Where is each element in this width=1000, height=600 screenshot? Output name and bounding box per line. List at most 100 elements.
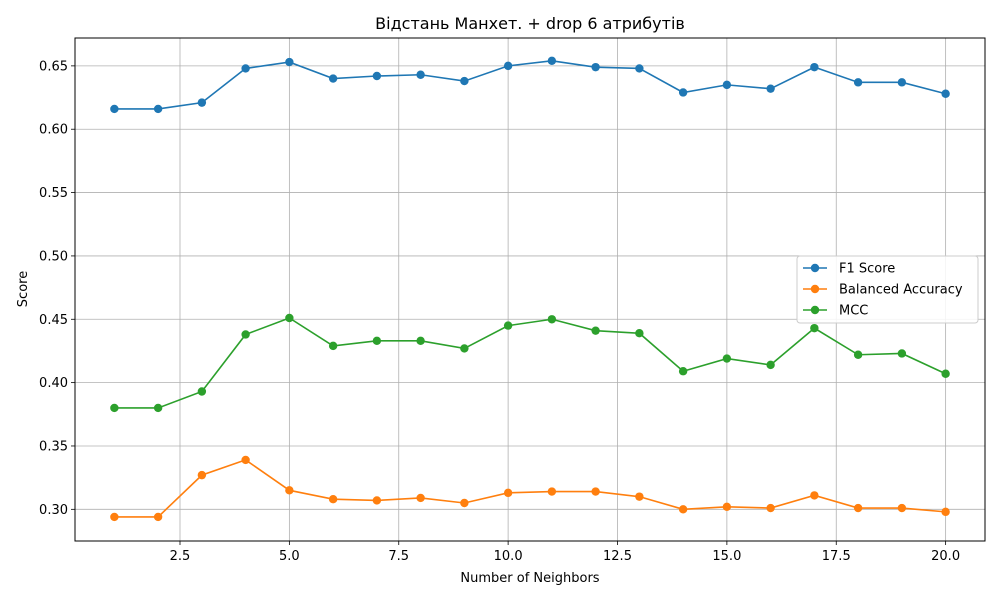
data-point-f1-score	[635, 64, 644, 73]
data-point-f1-score	[678, 88, 688, 97]
data-point-mcc	[372, 336, 382, 346]
plot-frame	[74, 37, 986, 542]
data-point-mcc	[591, 326, 600, 335]
x-axis-label: Number of Neighbors	[460, 571, 599, 586]
data-point-f1-score	[591, 62, 600, 72]
data-point-mcc	[853, 350, 863, 359]
series-f1-score	[110, 56, 950, 114]
data-point-balanced-accuracy	[635, 492, 644, 501]
data-point-balanced-accuracy	[722, 502, 732, 511]
data-point-balanced-accuracy	[810, 491, 819, 500]
data-point-f1-score	[460, 76, 469, 86]
data-point-mcc	[153, 403, 163, 413]
data-point-balanced-accuracy	[241, 455, 250, 465]
data-point-f1-score	[810, 62, 819, 72]
data-point-mcc	[110, 403, 119, 413]
y-tick-label: 0.65	[39, 59, 68, 74]
data-point-balanced-accuracy	[591, 487, 600, 496]
series-layer	[110, 56, 950, 522]
data-point-mcc	[810, 323, 819, 333]
data-point-f1-score	[328, 74, 338, 83]
data-point-balanced-accuracy	[941, 507, 950, 517]
data-point-balanced-accuracy	[897, 503, 907, 513]
data-point-f1-score	[416, 70, 425, 79]
data-point-f1-score	[197, 98, 207, 107]
data-point-balanced-accuracy	[372, 496, 382, 505]
data-point-mcc	[897, 349, 907, 358]
legend-marker-swatch	[810, 305, 820, 315]
data-point-f1-score	[285, 57, 294, 67]
legend-marker-swatch	[810, 284, 820, 294]
data-point-balanced-accuracy	[285, 486, 294, 495]
x-tick-label: 17.5	[822, 549, 851, 564]
series-line-balanced-accuracy	[114, 459, 946, 518]
data-point-mcc	[547, 315, 557, 324]
data-point-f1-score	[897, 78, 907, 87]
x-tick-label: 5.0	[279, 549, 300, 564]
data-point-mcc	[460, 344, 469, 353]
y-axis-label: Score	[16, 271, 31, 307]
legend-label: MCC	[839, 304, 868, 319]
series-line-f1-score	[114, 60, 946, 110]
data-point-mcc	[197, 387, 207, 396]
legend: F1 Score Balanced Accuracy MCC	[796, 255, 979, 324]
data-point-balanced-accuracy	[197, 470, 207, 480]
y-tick-label: 0.60	[39, 123, 68, 138]
legend-item-balanced-accuracy: Balanced Accuracy	[803, 283, 963, 298]
data-point-f1-score	[153, 104, 163, 114]
y-tick-label: 0.35	[39, 439, 68, 454]
data-point-mcc	[241, 330, 250, 339]
data-point-f1-score	[503, 61, 513, 71]
data-point-f1-score	[722, 80, 732, 90]
series-mcc	[110, 313, 950, 413]
legend-marker-swatch	[810, 263, 820, 273]
legend-item-mcc: MCC	[803, 304, 868, 319]
y-tick-label: 0.40	[39, 376, 68, 391]
y-tick-label: 0.55	[39, 186, 68, 201]
data-point-balanced-accuracy	[547, 487, 557, 496]
grid	[75, 38, 985, 541]
y-tick-label: 0.30	[39, 503, 68, 518]
data-point-balanced-accuracy	[153, 512, 163, 522]
data-point-balanced-accuracy	[766, 503, 775, 513]
data-point-mcc	[941, 369, 950, 378]
data-point-mcc	[635, 329, 644, 338]
data-point-mcc	[328, 341, 338, 351]
legend-item-f1-score: F1 Score	[803, 262, 895, 277]
legend-label: Balanced Accuracy	[839, 283, 963, 298]
x-tick-label: 10.0	[494, 549, 523, 564]
data-point-balanced-accuracy	[110, 512, 119, 522]
data-point-balanced-accuracy	[460, 498, 469, 508]
data-point-f1-score	[110, 104, 119, 114]
x-tick-label: 12.5	[603, 549, 632, 564]
x-tick-label: 2.5	[170, 549, 191, 564]
y-tick-label: 0.45	[39, 313, 68, 328]
data-point-mcc	[285, 313, 294, 323]
legend-box	[796, 255, 979, 324]
data-point-balanced-accuracy	[678, 505, 688, 514]
data-point-f1-score	[853, 78, 863, 87]
data-point-balanced-accuracy	[416, 493, 425, 503]
x-tick-label: 15.0	[712, 549, 741, 564]
data-point-mcc	[766, 360, 775, 370]
y-tick-label: 0.50	[39, 249, 68, 264]
data-point-f1-score	[941, 89, 950, 98]
ticks: 2.5 5.0 7.5 10.0 12.5 15.0 17.5 20.0 0.30 0.35 0.4…	[39, 59, 960, 564]
data-point-f1-score	[241, 64, 250, 73]
x-tick-label: 20.0	[931, 549, 960, 564]
chart-title: Відстань Манхет. + drop 6 атрибутів	[375, 14, 685, 33]
data-point-balanced-accuracy	[503, 488, 513, 498]
data-point-f1-score	[766, 84, 775, 93]
data-point-balanced-accuracy	[328, 494, 338, 504]
x-tick-label: 7.5	[388, 549, 409, 564]
data-point-f1-score	[547, 56, 557, 66]
legend-label: F1 Score	[839, 262, 895, 277]
series-line-mcc	[114, 317, 946, 409]
data-point-f1-score	[372, 71, 382, 81]
data-point-mcc	[416, 336, 425, 346]
data-point-balanced-accuracy	[853, 503, 863, 513]
data-point-mcc	[678, 367, 688, 376]
data-point-mcc	[722, 354, 732, 363]
series-balanced-accuracy	[110, 455, 950, 522]
